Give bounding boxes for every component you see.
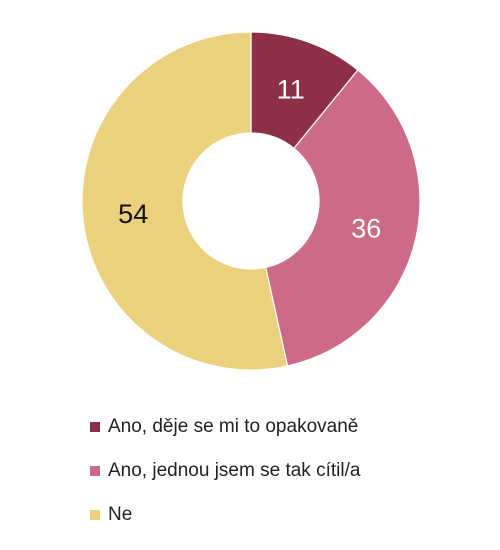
data-label-jednou: 36 [351, 213, 381, 243]
chart-legend: Ano, děje se mi to opakovaně Ano, jednou… [90, 416, 360, 548]
donut-data-labels: 11 36 54 [118, 74, 381, 243]
legend-label-opakovane: Ano, děje se mi to opakovaně [108, 416, 359, 437]
data-label-opakovane: 11 [277, 74, 305, 104]
data-label-ne: 54 [118, 199, 148, 229]
donut-slice-jednou [264, 69, 421, 367]
legend-item-ne: Ne [90, 504, 360, 526]
donut-chart: 11 36 54 [81, 31, 421, 371]
donut-slices [81, 31, 421, 371]
legend-swatch-opakovane [90, 422, 100, 432]
legend-label-ne: Ne [108, 504, 133, 525]
legend-item-jednou: Ano, jednou jsem se tak cítil/a [90, 460, 360, 482]
legend-swatch-jednou [90, 466, 100, 476]
legend-label-jednou: Ano, jednou jsem se tak cítil/a [108, 460, 361, 481]
legend-swatch-ne [90, 510, 100, 520]
legend-item-opakovane: Ano, děje se mi to opakovaně [90, 416, 360, 438]
donut-slice-ne [81, 31, 289, 371]
